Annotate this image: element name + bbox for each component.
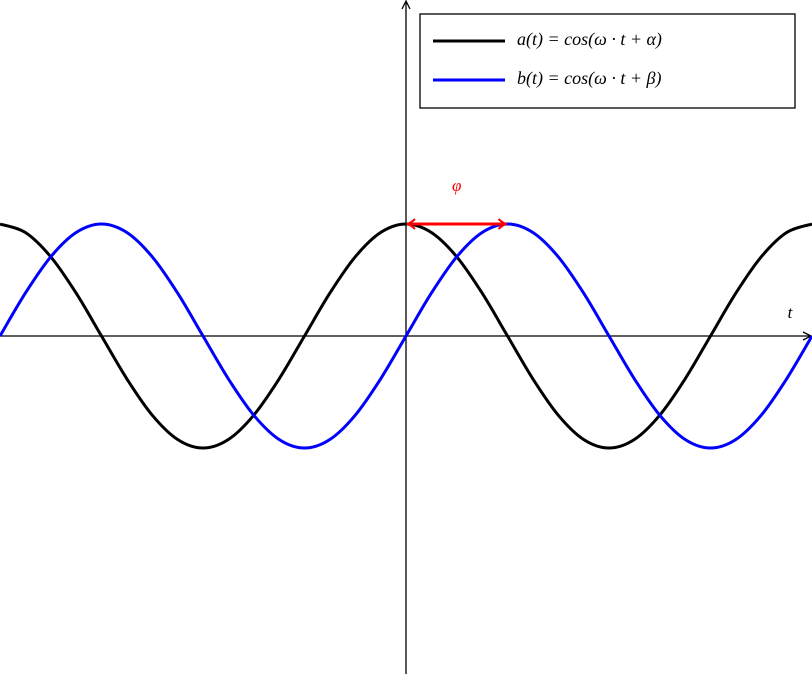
series-line <box>0 222 812 450</box>
phase-label: φ <box>452 176 461 195</box>
legend-label: a(t) = cos(ω · t + α) <box>517 29 662 50</box>
legend-box <box>419 13 796 109</box>
legend-label: b(t) = cos(ω · t + β) <box>517 68 661 89</box>
legend: a(t) = cos(ω · t + α) b(t) = cos(ω · t + … <box>419 13 796 109</box>
series-line <box>0 222 812 450</box>
x-axis-label: t <box>788 303 794 322</box>
